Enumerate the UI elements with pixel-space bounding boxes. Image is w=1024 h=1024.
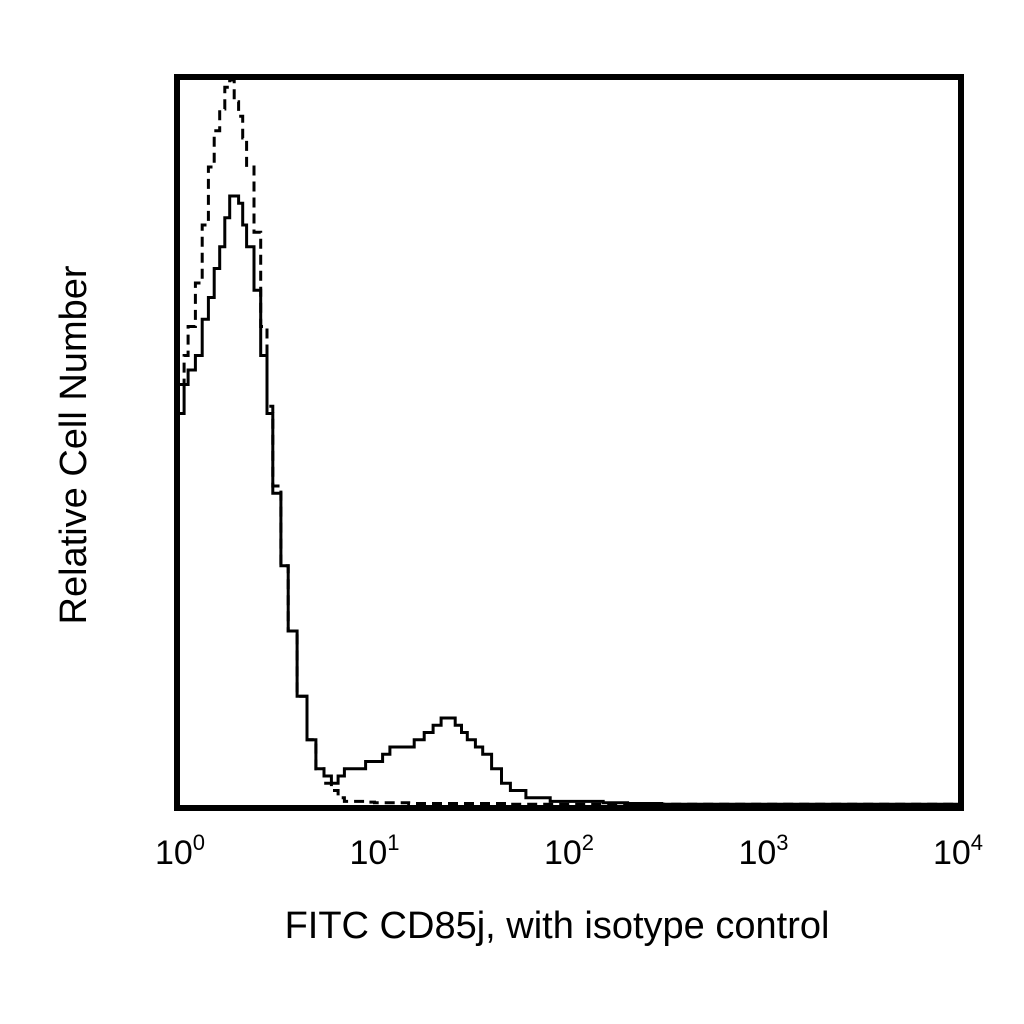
series-dashed-line (180, 78, 958, 806)
plot-frame (174, 74, 964, 811)
x-tick-label: 100 (155, 830, 205, 872)
y-axis-label: Relative Cell Number (53, 265, 95, 624)
x-tick-labels: 100 101 102 103 104 (155, 830, 983, 872)
x-tick-exponent: 2 (582, 830, 594, 855)
series-layer (180, 78, 958, 806)
x-tick-exponent: 4 (971, 830, 983, 855)
x-tick-exponent: 1 (387, 830, 399, 855)
x-tick-exponent: 0 (193, 830, 205, 855)
x-axis-label: FITC CD85j, with isotype control (285, 905, 830, 947)
x-tick-label: 104 (933, 830, 983, 872)
x-tick-label: 101 (349, 830, 399, 872)
x-tick-base: 10 (349, 834, 387, 872)
x-tick-base: 10 (155, 834, 193, 872)
x-tick-base: 10 (544, 834, 582, 872)
series-solid-line (180, 194, 958, 806)
x-tick-label: 103 (738, 830, 788, 872)
x-tick-base: 10 (738, 834, 776, 872)
x-tick-exponent: 3 (776, 830, 788, 855)
x-tick-base: 10 (933, 834, 971, 872)
x-tick-label: 102 (544, 830, 594, 872)
